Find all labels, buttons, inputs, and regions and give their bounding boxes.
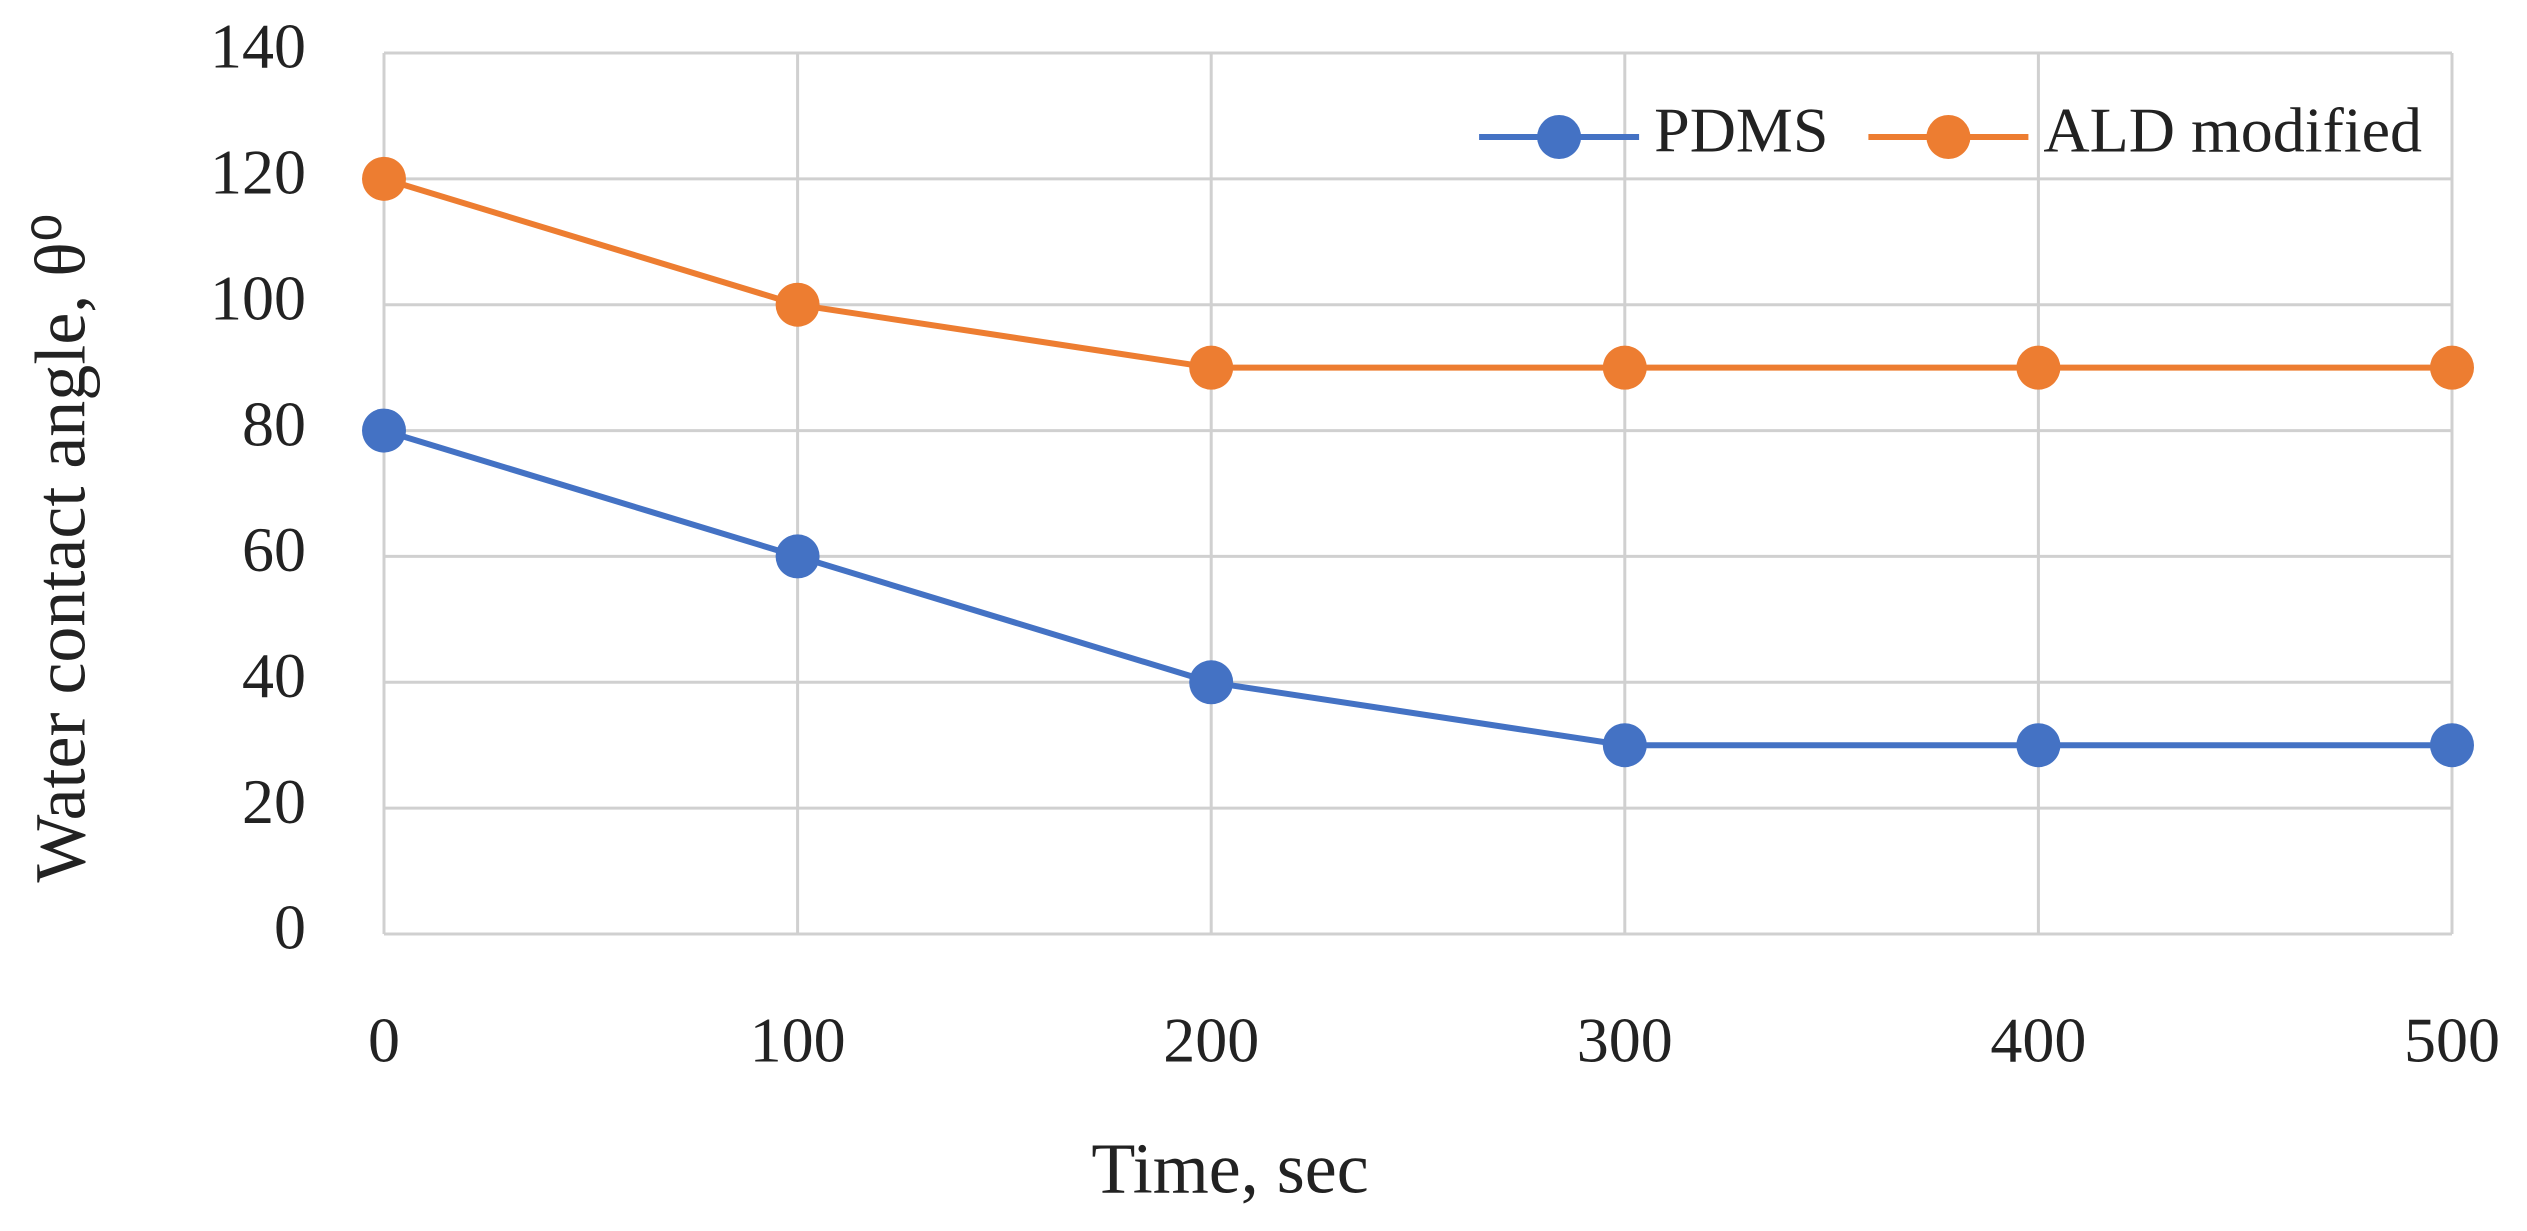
y-tick-label: 20 <box>242 766 306 837</box>
y-tick-label: 60 <box>242 514 306 585</box>
legend-label: PDMS <box>1654 95 1828 166</box>
legend: PDMS ALD modified <box>1479 95 2422 166</box>
x-axis-label: Time, sec <box>1091 1129 1368 1209</box>
y-tick-label: 120 <box>210 137 306 208</box>
marker <box>2016 723 2061 768</box>
marker <box>2016 345 2061 390</box>
x-tick-label: 0 <box>368 1005 400 1076</box>
marker <box>2430 723 2474 768</box>
y-axis-label: Water contact angle, θ⁰ <box>21 213 101 882</box>
x-tick-label: 400 <box>1990 1005 2086 1076</box>
marker <box>362 156 406 201</box>
y-tick-label: 80 <box>242 388 306 459</box>
x-tick-label: 100 <box>750 1005 846 1076</box>
marker <box>2430 345 2474 390</box>
marker <box>362 408 406 453</box>
x-tick-label: 500 <box>2404 1005 2500 1076</box>
legend-marker <box>1926 115 1971 159</box>
marker <box>775 282 820 327</box>
y-tick-label: 0 <box>274 892 306 963</box>
marker <box>1602 345 1647 390</box>
series-line <box>383 427 2452 749</box>
marker <box>1189 660 1234 705</box>
marker <box>1602 723 1647 768</box>
series-line <box>383 175 2452 371</box>
y-tick-label: 140 <box>210 11 306 82</box>
y-tick-label: 40 <box>242 640 306 711</box>
legend-label: ALD modified <box>2043 95 2422 166</box>
marker <box>775 534 820 579</box>
marker <box>1189 345 1234 390</box>
x-tick-label: 200 <box>1163 1005 1259 1076</box>
legend-marker <box>1537 115 1582 159</box>
x-tick-label: 300 <box>1577 1005 1673 1076</box>
y-tick-label: 100 <box>210 262 306 333</box>
